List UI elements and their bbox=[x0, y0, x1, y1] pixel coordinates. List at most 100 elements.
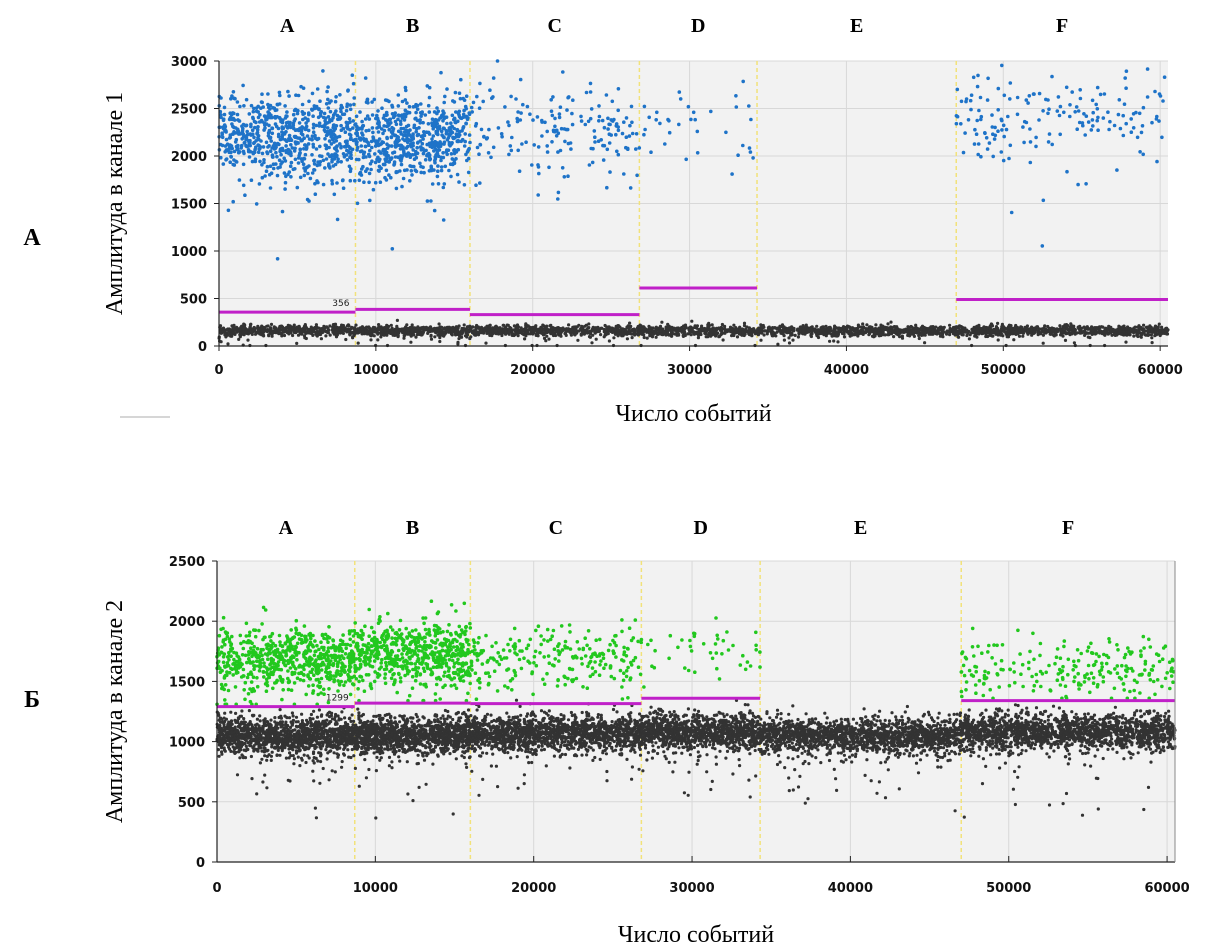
negative-droplet bbox=[992, 328, 997, 332]
positive-droplet bbox=[509, 94, 513, 99]
negative-droplet bbox=[532, 329, 536, 333]
positive-droplet bbox=[302, 173, 307, 178]
positive-droplet bbox=[427, 169, 432, 173]
positive-droplet bbox=[426, 103, 431, 108]
negative-droplet bbox=[418, 328, 422, 332]
negative-droplet bbox=[888, 329, 893, 333]
positive-droplet bbox=[226, 208, 231, 213]
negative-droplet bbox=[340, 323, 344, 327]
negative-droplet bbox=[232, 332, 236, 336]
negative-droplet bbox=[515, 323, 520, 327]
positive-droplet bbox=[409, 169, 414, 173]
positive-droplet bbox=[435, 149, 440, 153]
negative-droplet bbox=[573, 332, 577, 337]
positive-droplet bbox=[532, 143, 536, 147]
negative-droplet bbox=[890, 326, 895, 330]
positive-droplet bbox=[266, 114, 270, 118]
positive-droplet bbox=[305, 165, 309, 170]
positive-droplet bbox=[384, 159, 388, 164]
negative-droplet bbox=[1058, 324, 1062, 328]
positive-droplet bbox=[293, 134, 298, 139]
negative-droplet bbox=[738, 331, 742, 335]
positive-droplet bbox=[748, 150, 753, 154]
positive-droplet bbox=[296, 161, 301, 165]
positive-droplet bbox=[296, 141, 300, 145]
positive-droplet bbox=[249, 124, 253, 129]
negative-droplet bbox=[269, 322, 274, 326]
positive-droplet bbox=[351, 81, 356, 86]
positive-droplet bbox=[310, 137, 314, 142]
negative-droplet bbox=[246, 338, 250, 342]
negative-droplet bbox=[438, 325, 442, 329]
positive-droplet bbox=[332, 128, 336, 133]
negative-droplet bbox=[372, 334, 376, 338]
positive-droplet bbox=[396, 104, 401, 108]
negative-droplet bbox=[436, 333, 440, 337]
negative-droplet bbox=[701, 328, 705, 332]
positive-droplet bbox=[521, 102, 525, 107]
negative-droplet bbox=[1149, 326, 1153, 330]
positive-droplet bbox=[414, 155, 419, 160]
positive-droplet bbox=[394, 170, 399, 174]
negative-droplet bbox=[607, 339, 612, 343]
positive-droplet bbox=[278, 165, 282, 169]
negative-droplet bbox=[345, 324, 349, 328]
positive-droplet bbox=[241, 183, 246, 188]
positive-droplet bbox=[318, 160, 323, 164]
positive-droplet bbox=[536, 163, 540, 167]
positive-droplet bbox=[326, 106, 331, 110]
negative-droplet bbox=[351, 335, 355, 339]
negative-droplet bbox=[531, 325, 535, 329]
positive-droplet bbox=[306, 111, 311, 115]
positive-droplet bbox=[384, 178, 389, 182]
negative-droplet bbox=[941, 335, 945, 339]
negative-droplet bbox=[298, 330, 302, 334]
positive-droplet bbox=[346, 89, 350, 93]
positive-droplet bbox=[627, 134, 632, 138]
positive-droplet bbox=[579, 119, 584, 123]
negative-droplet bbox=[411, 328, 415, 332]
positive-droplet bbox=[402, 151, 406, 155]
negative-droplet bbox=[462, 323, 466, 327]
positive-droplet bbox=[385, 135, 389, 140]
negative-droplet bbox=[282, 333, 287, 338]
positive-droplet bbox=[359, 144, 364, 148]
positive-droplet bbox=[475, 145, 480, 150]
positive-droplet bbox=[327, 164, 332, 169]
negative-droplet bbox=[569, 333, 574, 337]
negative-droplet bbox=[776, 342, 780, 346]
negative-droplet bbox=[520, 332, 525, 336]
negative-droplet bbox=[447, 325, 451, 329]
positive-droplet bbox=[583, 122, 588, 127]
positive-droplet bbox=[624, 116, 629, 120]
negative-droplet bbox=[1026, 329, 1030, 333]
positive-droplet bbox=[283, 180, 288, 185]
positive-droplet bbox=[339, 145, 343, 150]
positive-droplet bbox=[292, 126, 296, 131]
negative-droplet bbox=[1023, 326, 1027, 330]
negative-droplet bbox=[438, 339, 442, 344]
positive-droplet bbox=[315, 137, 320, 142]
positive-droplet bbox=[392, 150, 397, 154]
negative-droplet bbox=[1072, 341, 1076, 345]
negative-droplet bbox=[755, 329, 759, 333]
negative-droplet bbox=[690, 319, 694, 323]
positive-droplet bbox=[265, 164, 270, 169]
negative-droplet bbox=[1051, 333, 1055, 337]
positive-droplet bbox=[331, 113, 336, 117]
negative-droplet bbox=[412, 333, 416, 337]
positive-droplet bbox=[423, 158, 428, 162]
negative-droplet bbox=[710, 323, 714, 327]
positive-droplet bbox=[439, 168, 444, 173]
negative-droplet bbox=[732, 330, 736, 334]
positive-droplet bbox=[260, 175, 265, 180]
negative-droplet bbox=[398, 327, 402, 332]
negative-droplet bbox=[238, 331, 242, 335]
positive-droplet bbox=[264, 140, 269, 145]
positive-droplet bbox=[246, 148, 251, 152]
positive-droplet bbox=[274, 150, 278, 155]
positive-droplet bbox=[420, 146, 424, 150]
negative-droplet bbox=[317, 330, 321, 334]
negative-droplet bbox=[273, 326, 277, 330]
negative-droplet bbox=[235, 325, 239, 329]
